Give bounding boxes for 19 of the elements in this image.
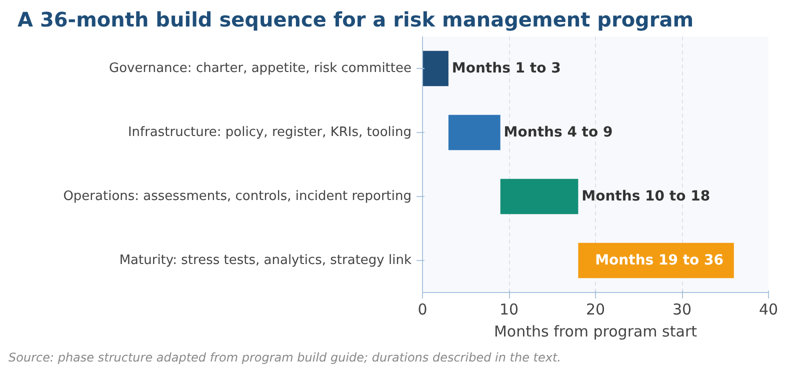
x-tick-label: 40 — [758, 300, 778, 318]
data-label: Months 19 to 36 — [595, 252, 724, 268]
bar — [500, 178, 578, 214]
y-tick-label: Infrastructure: policy, register, KRIs, tooling — [128, 125, 412, 140]
x-tick-label: 30 — [672, 300, 692, 318]
x-axis-title: Months from program start — [494, 322, 698, 340]
bar — [448, 114, 500, 150]
x-tick-label: 0 — [418, 300, 428, 318]
bar — [422, 50, 448, 86]
y-tick-label: Governance: charter, appetite, risk committee — [109, 61, 412, 76]
chart-title: A 36-month build sequence for a risk management program — [18, 8, 694, 32]
source-note: Source: phase structure adapted from program build guide; durations described in the text. — [8, 350, 561, 364]
data-label: Months 1 to 3 — [452, 60, 561, 76]
x-tick-label: 20 — [586, 300, 606, 318]
y-tick-label: Maturity: stress tests, analytics, strategy link — [119, 253, 412, 268]
y-tick-label: Operations: assessments, controls, incident reporting — [63, 189, 412, 204]
data-label: Months 4 to 9 — [504, 124, 613, 140]
data-label: Months 10 to 18 — [582, 188, 710, 204]
x-tick-label: 10 — [499, 300, 519, 318]
